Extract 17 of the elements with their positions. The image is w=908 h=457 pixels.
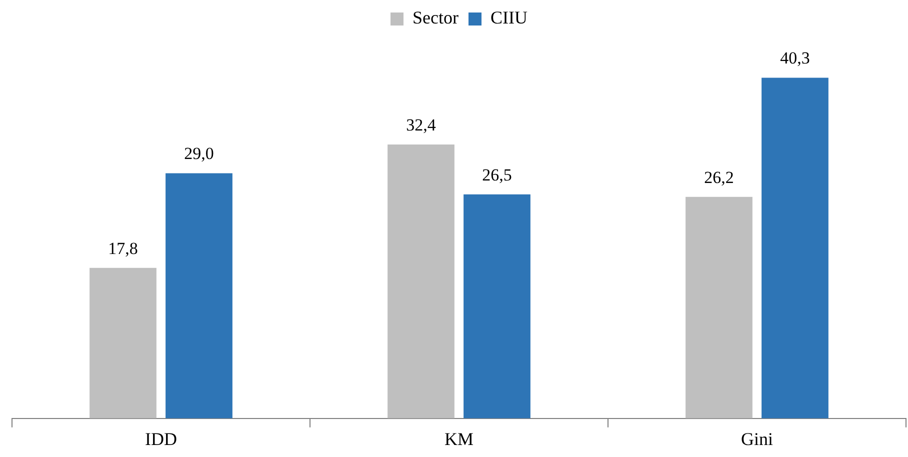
- data-label: 29,0: [184, 144, 214, 164]
- bar: [686, 196, 752, 418]
- data-label: 26,5: [482, 165, 512, 184]
- data-label: 26,2: [704, 168, 734, 187]
- data-label: 40,3: [780, 48, 810, 68]
- data-label: 32,4: [406, 115, 436, 134]
- data-label: 17,8: [108, 238, 138, 258]
- x-tick-label: KM: [444, 428, 474, 449]
- bar: [90, 268, 156, 418]
- bar: [464, 194, 530, 418]
- x-tick-label: IDD: [145, 428, 177, 449]
- bar: [388, 144, 454, 418]
- bar: [762, 78, 828, 418]
- legend-label: CIIU: [490, 8, 528, 28]
- bar: [166, 173, 232, 418]
- x-tick-label: Gini: [740, 428, 774, 449]
- legend-label: Sector: [412, 8, 458, 28]
